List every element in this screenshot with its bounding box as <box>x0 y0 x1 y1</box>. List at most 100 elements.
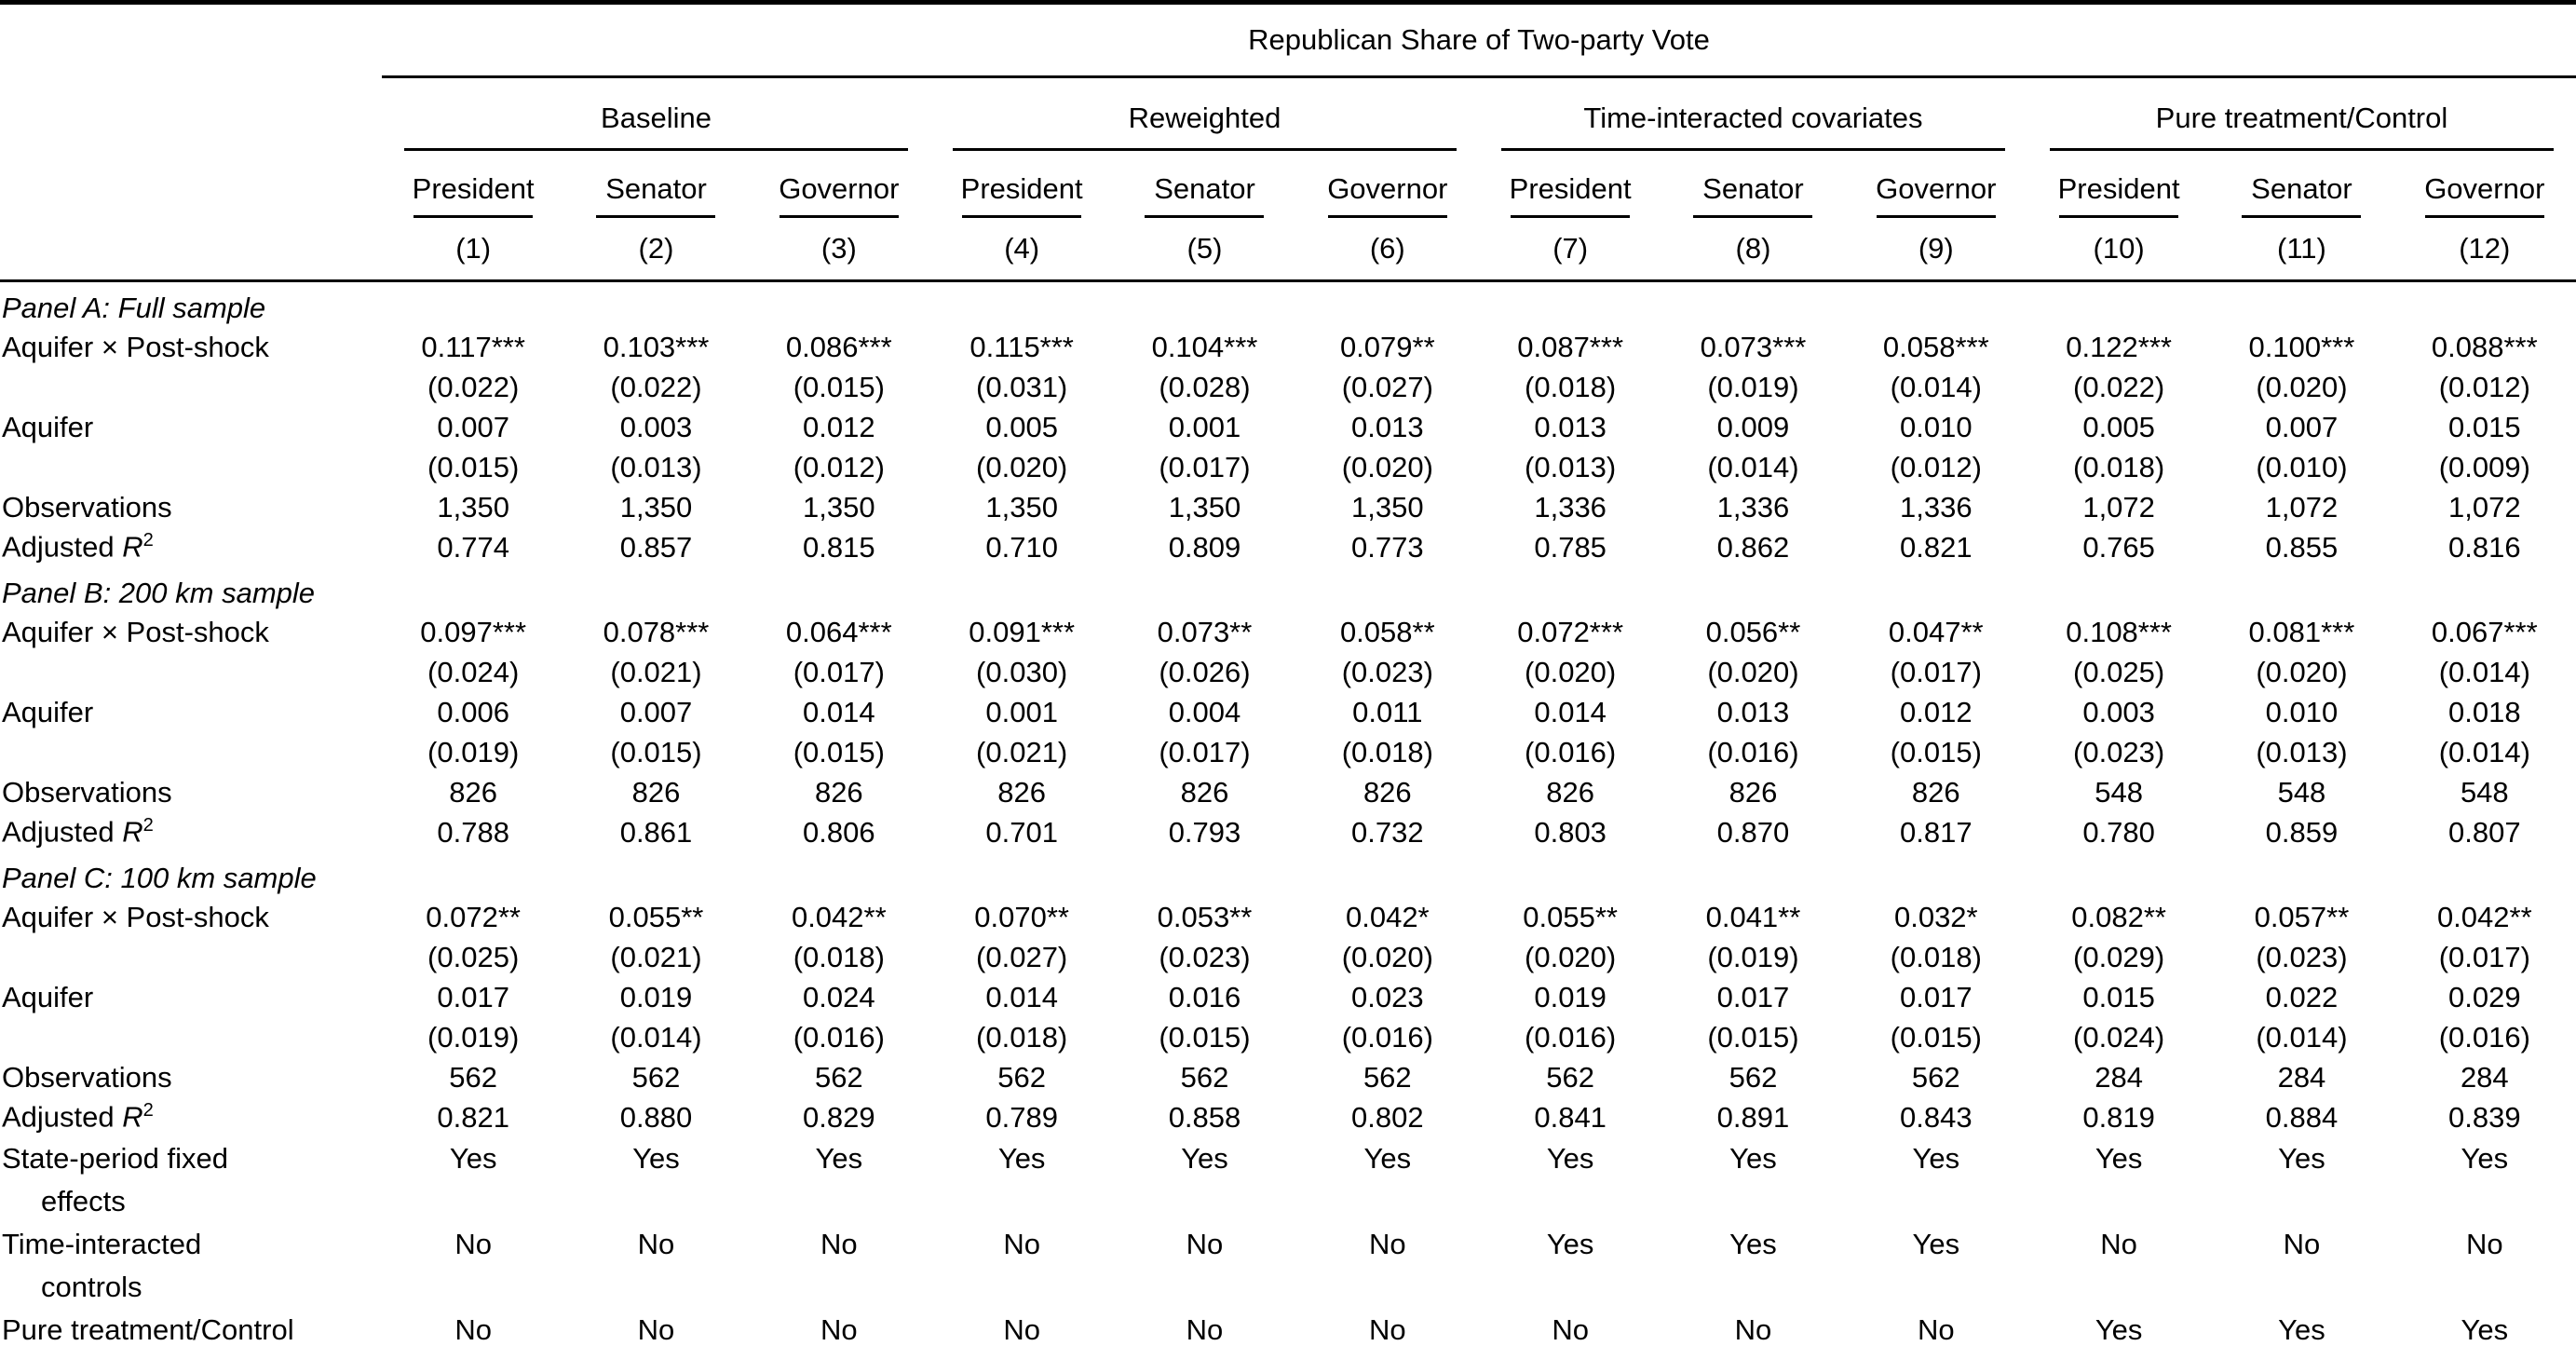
cell-value: 0.802 <box>1351 1100 1424 1134</box>
cell-value: Yes <box>2278 1313 2325 1346</box>
cell-value: 0.047** <box>1888 615 1984 648</box>
cell-value: 0.007 <box>619 695 693 728</box>
cell-value: (0.014) <box>1890 370 1982 403</box>
cell-value: 0.015 <box>2082 980 2155 1013</box>
cell-value: 284 <box>2277 1060 2326 1094</box>
row-label <box>0 447 382 487</box>
cell-value: (0.020) <box>1341 450 1433 483</box>
table-row: Observations 826 826 826 826 826 826 826 826 826 5… <box>0 772 2576 812</box>
cell-value: (0.016) <box>1525 1020 1617 1054</box>
cell-value: Yes <box>1181 1142 1228 1175</box>
cell-value: (0.020) <box>1525 655 1617 688</box>
row-label <box>0 732 382 772</box>
table-row: (0.022) (0.022) (0.015) (0.031) (0.028) (0.02… <box>0 367 2576 407</box>
cell-value: (0.019) <box>1707 940 1799 973</box>
cell-value: 0.785 <box>1534 530 1607 564</box>
cell-value: Yes <box>449 1142 497 1175</box>
cell-value: 562 <box>1363 1060 1412 1094</box>
cell-value: No <box>2283 1228 2321 1260</box>
cell-value: 1,072 <box>2265 490 2339 523</box>
cell-value: 0.007 <box>437 410 509 443</box>
column-header: President <box>930 151 1113 218</box>
cell-value: 1,350 <box>1351 490 1424 523</box>
cell-value: 0.839 <box>2448 1100 2521 1134</box>
cell-value: (0.014) <box>2438 735 2530 768</box>
cell-value: 0.108*** <box>2066 615 2172 648</box>
table-row: Observations 1,350 1,350 1,350 1,350 1,350 1,3… <box>0 487 2576 527</box>
cell-value: 1,350 <box>985 490 1058 523</box>
column-number: (5) <box>1113 218 1296 282</box>
cell-value: 0.024 <box>803 980 875 1013</box>
cell-value: (0.018) <box>976 1020 1068 1054</box>
cell-value: Yes <box>1729 1142 1777 1175</box>
cell-value: 562 <box>449 1060 498 1094</box>
column-header: President <box>382 151 564 218</box>
cell-value: 0.122*** <box>2066 330 2172 363</box>
cell-value: 0.073*** <box>1700 330 1807 363</box>
cell-value: 0.014 <box>1534 695 1607 728</box>
cell-value: 826 <box>449 775 498 809</box>
cell-value: (0.015) <box>793 735 885 768</box>
cell-value: 0.891 <box>1716 1100 1790 1134</box>
cell-value: Yes <box>2095 1313 2143 1346</box>
stub-spacer <box>0 151 382 218</box>
cell-value: 0.082** <box>2071 900 2166 933</box>
cell-value: (0.026) <box>1159 655 1251 688</box>
cell-value: Yes <box>1912 1142 1960 1175</box>
cell-value: 0.017 <box>437 980 509 1013</box>
column-header: President <box>2027 151 2210 218</box>
cell-value: 548 <box>2277 775 2326 809</box>
column-header: Senator <box>1661 151 1844 218</box>
cell-value: Yes <box>2461 1313 2509 1346</box>
cell-value: 0.861 <box>619 815 693 849</box>
table-row: Adjusted R2 0.788 0.861 0.806 0.701 0.793 0.73… <box>0 812 2576 852</box>
cell-value: No <box>820 1228 858 1260</box>
column-number: (10) <box>2027 218 2211 282</box>
group-header-baseline: Baseline <box>382 77 930 151</box>
cell-value: 826 <box>1180 775 1229 809</box>
cell-value: (0.020) <box>2256 655 2348 688</box>
panel-heading: Panel A: Full sample <box>2 292 266 324</box>
cell-value: 0.009 <box>1716 410 1790 443</box>
cell-value: Yes <box>1546 1228 1594 1260</box>
table-body: Panel A: Full sample Aquifer × Post-shock… <box>0 281 2576 1346</box>
cell-value: (0.015) <box>1707 1020 1799 1054</box>
cell-value: 0.819 <box>2082 1100 2155 1134</box>
cell-value: 0.081*** <box>2248 615 2355 648</box>
cell-value: (0.015) <box>1890 735 1982 768</box>
column-header: Governor <box>748 151 930 218</box>
row-label: Pure treatment/Control <box>2 1313 294 1346</box>
table-row: Aquifer × Post-shock 0.117*** 0.103*** 0.08… <box>0 327 2576 367</box>
cell-value: 826 <box>1911 775 1960 809</box>
group-header-time-interacted: Time-interacted covariates <box>1479 77 2027 151</box>
group-header-reweighted: Reweighted <box>930 77 1479 151</box>
cell-value: 0.115*** <box>969 330 1074 363</box>
cell-value: 0.880 <box>619 1100 693 1134</box>
cell-value: (0.020) <box>1707 655 1799 688</box>
cell-value: 0.007 <box>2265 410 2339 443</box>
row-label: Aquifer × Post-shock <box>2 330 269 363</box>
cell-value: 0.070** <box>974 900 1069 933</box>
cell-value: 0.088*** <box>2431 330 2538 363</box>
cell-value: 0.857 <box>619 530 693 564</box>
cell-value: No <box>2465 1228 2503 1260</box>
cell-value: 0.097*** <box>420 615 527 648</box>
table-row: Aquifer × Post-shock 0.072** 0.055** 0.042*… <box>0 897 2576 937</box>
cell-value: 0.022 <box>2265 980 2339 1013</box>
cell-value: 0.091*** <box>969 615 1076 648</box>
cell-value: 0.103*** <box>603 330 710 363</box>
stub-spacer <box>0 77 382 152</box>
cell-value: Yes <box>1546 1142 1594 1175</box>
cell-value: 1,336 <box>1534 490 1607 523</box>
cell-value: No <box>637 1313 675 1346</box>
column-header: Governor <box>2393 151 2576 218</box>
office-header-row: President Senator Governor President Sen… <box>0 151 2576 218</box>
cell-value: (0.012) <box>2438 370 2530 403</box>
cell-value: 0.067*** <box>2431 615 2538 648</box>
cell-value: 0.773 <box>1351 530 1424 564</box>
cell-value: (0.012) <box>1890 450 1982 483</box>
row-label: Time-interacted controls <box>2 1228 202 1303</box>
column-header: Senator <box>564 151 747 218</box>
